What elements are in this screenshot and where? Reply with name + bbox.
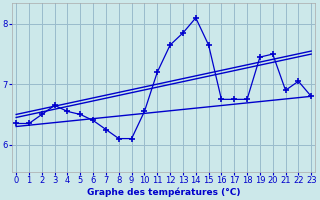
X-axis label: Graphe des températures (°C): Graphe des températures (°C) [87, 188, 240, 197]
